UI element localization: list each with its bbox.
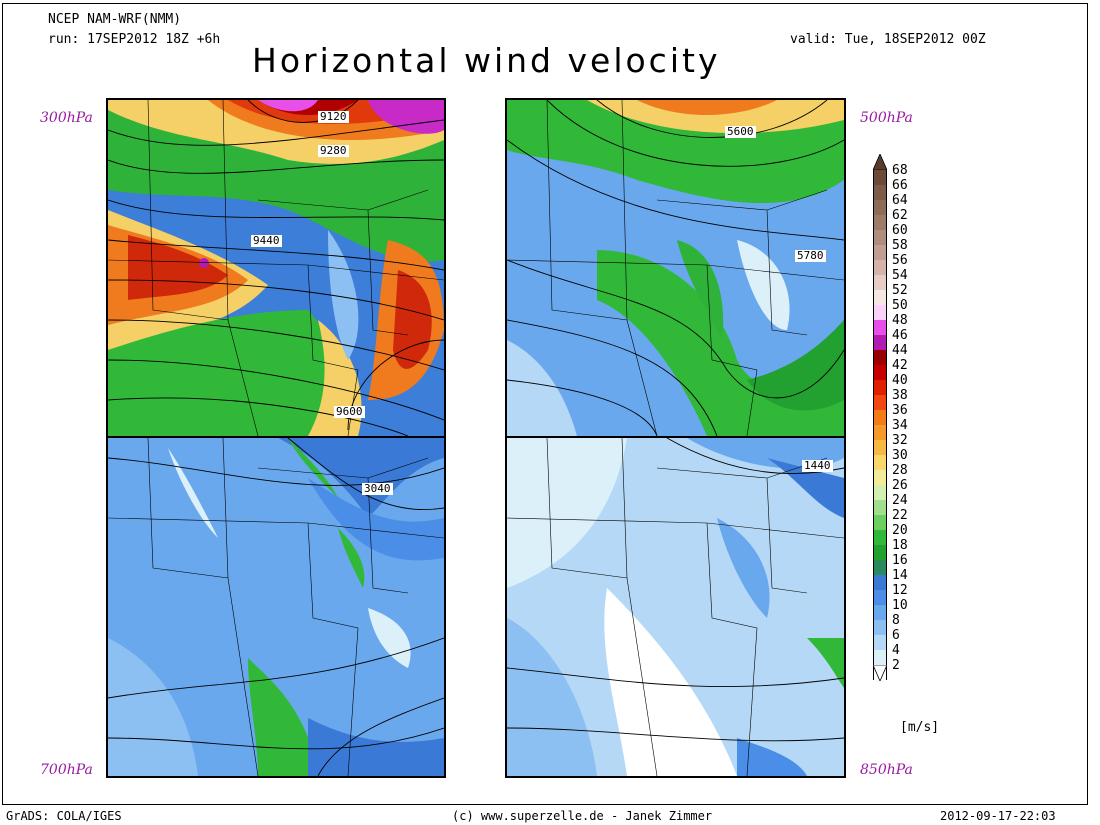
colorbar-tick-label: 38 <box>892 388 908 403</box>
colorbar-swatch <box>873 485 887 500</box>
contour-label: 9440 <box>251 234 282 247</box>
colorbar-swatch <box>873 650 887 665</box>
contour-label: 1440 <box>802 459 833 472</box>
map-panel-850hpa: 1440 <box>505 436 846 778</box>
map-panel-700hpa: 3040 <box>106 436 446 778</box>
map-panel-300hpa: 9120 9280 9440 9600 <box>106 98 446 438</box>
colorbar-tick-label: 32 <box>892 433 908 448</box>
map-panel-500hpa: 5600 5780 <box>505 98 846 438</box>
footer-timestamp: 2012-09-17-22:03 <box>940 809 1056 823</box>
level-label-500: 500hPa <box>860 110 913 126</box>
colorbar-tick-label: 26 <box>892 478 908 493</box>
colorbar-swatch <box>873 560 887 575</box>
colorbar-tick-label: 42 <box>892 358 908 373</box>
colorbar-tick-label: 36 <box>892 403 908 418</box>
colorbar-tick-label: 4 <box>892 643 900 658</box>
colorbar-unit: [m/s] <box>900 720 940 735</box>
contour-label: 9120 <box>318 110 349 123</box>
colorbar-tick-label: 24 <box>892 493 908 508</box>
colorbar-tick-label: 44 <box>892 343 908 358</box>
contour-label: 9280 <box>318 144 349 157</box>
colorbar-swatch <box>873 515 887 530</box>
colorbar-tick-label: 46 <box>892 328 908 343</box>
colorbar-tick-label: 8 <box>892 613 900 628</box>
colorbar-swatch <box>873 260 887 275</box>
colorbar-tick-label: 64 <box>892 193 908 208</box>
level-label-300: 300hPa <box>40 110 93 126</box>
colorbar-tick-label: 58 <box>892 238 908 253</box>
colorbar-swatch <box>873 215 887 230</box>
colorbar-swatch <box>873 545 887 560</box>
level-label-700: 700hPa <box>40 762 93 778</box>
contour-label: 5780 <box>795 249 826 262</box>
colorbar-swatch <box>873 395 887 410</box>
colorbar-swatch <box>873 170 887 185</box>
colorbar-swatch <box>873 290 887 305</box>
colorbar-swatch <box>873 500 887 515</box>
colorbar-swatch <box>873 365 887 380</box>
colorbar-tick-label: 34 <box>892 418 908 433</box>
page-title: Horizontal wind velocity <box>252 41 721 80</box>
contour-label: 9600 <box>334 405 365 418</box>
colorbar-swatch <box>873 200 887 215</box>
colorbar-swatch <box>873 530 887 545</box>
colorbar-swatch <box>873 425 887 440</box>
wind-map-300hpa <box>108 100 444 436</box>
colorbar-swatch <box>873 275 887 290</box>
colorbar-tick-label: 50 <box>892 298 908 313</box>
level-label-850: 850hPa <box>860 762 913 778</box>
colorbar-tick-label: 16 <box>892 553 908 568</box>
footer-grads: GrADS: COLA/IGES <box>6 809 122 823</box>
colorbar-tick-label: 2 <box>892 658 900 673</box>
colorbar-tick-label: 52 <box>892 283 908 298</box>
colorbar-swatch <box>873 185 887 200</box>
contour-label: 3040 <box>362 482 393 495</box>
colorbar-tick-label: 14 <box>892 568 908 583</box>
wind-map-700hpa <box>108 438 444 776</box>
colorbar-swatch <box>873 635 887 650</box>
wind-map-500hpa <box>507 100 844 436</box>
contour-label: 5600 <box>725 125 756 138</box>
colorbar-tick-label: 56 <box>892 253 908 268</box>
colorbar-tick-label: 60 <box>892 223 908 238</box>
colorbar-tick-label: 10 <box>892 598 908 613</box>
valid-time: valid: Tue, 18SEP2012 00Z <box>790 32 986 47</box>
colorbar-swatch <box>873 230 887 245</box>
colorbar-tick-label: 6 <box>892 628 900 643</box>
colorbar-swatch <box>873 455 887 470</box>
colorbar-swatch <box>873 605 887 620</box>
colorbar-swatch <box>873 590 887 605</box>
colorbar <box>873 170 887 680</box>
model-name: NCEP NAM-WRF(NMM) <box>48 12 182 27</box>
footer-credit: (c) www.superzelle.de - Janek Zimmer <box>452 809 713 823</box>
colorbar-swatch <box>873 335 887 350</box>
colorbar-swatch <box>873 620 887 635</box>
colorbar-tick-label: 18 <box>892 538 908 553</box>
wind-map-850hpa <box>507 438 844 776</box>
colorbar-swatch <box>873 380 887 395</box>
colorbar-tick-label: 28 <box>892 463 908 478</box>
colorbar-swatch <box>873 575 887 590</box>
colorbar-swatch <box>873 305 887 320</box>
colorbar-swatch <box>873 440 887 455</box>
colorbar-tick-label: 62 <box>892 208 908 223</box>
colorbar-swatch <box>873 410 887 425</box>
colorbar-tick-label: 48 <box>892 313 908 328</box>
colorbar-tick-label: 40 <box>892 373 908 388</box>
plot-frame <box>2 3 1088 805</box>
colorbar-swatch <box>873 350 887 365</box>
colorbar-tick-label: 12 <box>892 583 908 598</box>
colorbar-tick-label: 30 <box>892 448 908 463</box>
run-time: run: 17SEP2012 18Z +6h <box>48 32 221 47</box>
colorbar-tick-label: 20 <box>892 523 908 538</box>
colorbar-top-arrow <box>873 154 887 170</box>
colorbar-swatch <box>873 470 887 485</box>
colorbar-tick-label: 54 <box>892 268 908 283</box>
colorbar-tick-label: 66 <box>892 178 908 193</box>
colorbar-bottom-arrow <box>873 665 887 681</box>
colorbar-swatch <box>873 245 887 260</box>
colorbar-tick-label: 22 <box>892 508 908 523</box>
colorbar-swatch <box>873 320 887 335</box>
colorbar-tick-label: 68 <box>892 163 908 178</box>
